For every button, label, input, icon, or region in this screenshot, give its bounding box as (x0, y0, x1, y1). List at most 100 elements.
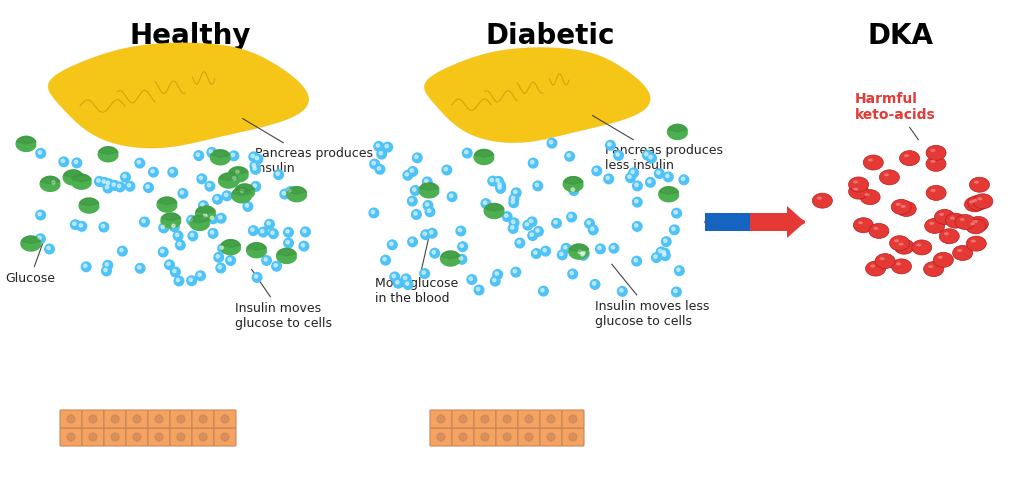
FancyBboxPatch shape (104, 428, 126, 446)
Circle shape (215, 197, 218, 200)
Circle shape (569, 186, 579, 195)
Circle shape (421, 230, 430, 240)
Circle shape (381, 255, 390, 265)
Ellipse shape (926, 156, 946, 171)
Circle shape (672, 208, 681, 218)
Circle shape (170, 170, 173, 173)
Circle shape (369, 208, 379, 218)
Text: Pancreas produces
insulin: Pancreas produces insulin (243, 119, 373, 175)
Circle shape (101, 225, 104, 228)
Circle shape (210, 231, 214, 234)
Ellipse shape (939, 229, 959, 244)
Circle shape (427, 209, 431, 213)
Ellipse shape (950, 217, 955, 220)
Circle shape (110, 181, 120, 190)
Circle shape (249, 226, 258, 235)
Circle shape (425, 179, 428, 183)
Circle shape (199, 201, 208, 211)
Circle shape (199, 176, 203, 179)
Circle shape (547, 415, 555, 423)
Circle shape (458, 242, 468, 252)
Circle shape (167, 262, 170, 266)
FancyBboxPatch shape (148, 428, 170, 446)
Circle shape (517, 241, 520, 244)
Circle shape (664, 239, 667, 242)
Circle shape (672, 287, 681, 297)
Circle shape (216, 214, 226, 223)
Polygon shape (228, 167, 248, 174)
Circle shape (408, 196, 417, 206)
Circle shape (410, 199, 413, 202)
Circle shape (84, 264, 87, 268)
Circle shape (94, 177, 104, 186)
FancyBboxPatch shape (60, 428, 82, 446)
Ellipse shape (971, 222, 975, 225)
Circle shape (255, 157, 259, 160)
Circle shape (236, 170, 240, 174)
Circle shape (511, 220, 515, 224)
FancyBboxPatch shape (170, 428, 193, 446)
Circle shape (151, 170, 155, 173)
Circle shape (505, 214, 508, 217)
Circle shape (197, 174, 207, 184)
Ellipse shape (969, 201, 974, 203)
Polygon shape (247, 243, 266, 258)
Text: Glucose: Glucose (5, 240, 55, 285)
Circle shape (457, 254, 467, 264)
Circle shape (72, 158, 82, 168)
Circle shape (374, 142, 384, 151)
Circle shape (38, 213, 41, 216)
Circle shape (648, 180, 651, 183)
Circle shape (508, 224, 518, 233)
Polygon shape (484, 203, 504, 218)
Polygon shape (474, 149, 494, 157)
Circle shape (250, 161, 260, 171)
Ellipse shape (849, 184, 868, 199)
Ellipse shape (890, 236, 909, 251)
Circle shape (372, 161, 376, 165)
Circle shape (653, 255, 657, 258)
Ellipse shape (955, 214, 975, 229)
Circle shape (202, 212, 211, 221)
Circle shape (59, 157, 69, 167)
Circle shape (209, 150, 213, 153)
Circle shape (503, 433, 511, 441)
Circle shape (186, 276, 197, 285)
FancyBboxPatch shape (430, 428, 452, 446)
Ellipse shape (892, 259, 911, 274)
Circle shape (530, 233, 534, 236)
Circle shape (127, 184, 131, 187)
Circle shape (260, 229, 264, 233)
Circle shape (189, 278, 193, 281)
Circle shape (490, 178, 494, 182)
Circle shape (442, 165, 452, 175)
Circle shape (403, 276, 407, 280)
Ellipse shape (817, 197, 822, 200)
FancyBboxPatch shape (82, 410, 104, 428)
Circle shape (103, 183, 113, 193)
Circle shape (633, 222, 642, 231)
Circle shape (423, 201, 433, 210)
Circle shape (264, 219, 274, 229)
Circle shape (49, 178, 59, 188)
Circle shape (47, 246, 50, 250)
Circle shape (423, 232, 426, 235)
Ellipse shape (853, 180, 858, 184)
Circle shape (283, 191, 286, 195)
Circle shape (450, 194, 453, 198)
Text: Pancreas produces
less insulin: Pancreas produces less insulin (593, 115, 723, 172)
Ellipse shape (973, 194, 993, 209)
Circle shape (73, 222, 76, 226)
Circle shape (511, 196, 515, 200)
Text: Insulin moves
glucose to cells: Insulin moves glucose to cells (234, 269, 332, 330)
Circle shape (218, 266, 221, 269)
Circle shape (77, 222, 87, 231)
Ellipse shape (904, 154, 909, 157)
Circle shape (585, 219, 594, 228)
Circle shape (137, 266, 141, 269)
Circle shape (609, 243, 618, 253)
Polygon shape (420, 183, 438, 190)
Circle shape (186, 215, 197, 225)
Polygon shape (98, 147, 118, 154)
Ellipse shape (864, 193, 869, 196)
